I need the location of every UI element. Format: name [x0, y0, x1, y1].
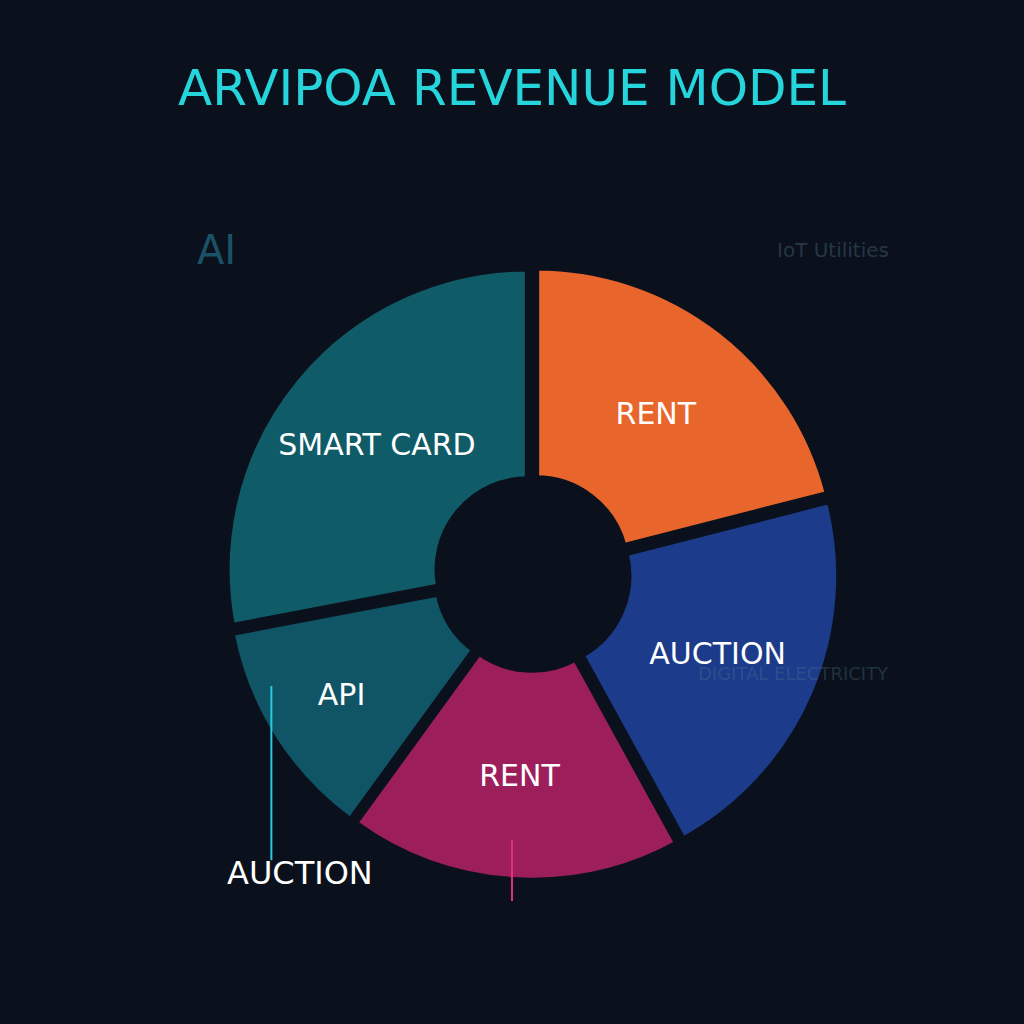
svg-text:RENT: RENT — [479, 758, 560, 793]
svg-text:RENT: RENT — [616, 396, 697, 431]
svg-text:ARVIPOA REVENUE MODEL: ARVIPOA REVENUE MODEL — [178, 59, 846, 117]
svg-text:DIGITAL ELECTRICITY: DIGITAL ELECTRICITY — [698, 663, 889, 684]
svg-text:IoT Utilities: IoT Utilities — [777, 238, 889, 262]
svg-text:API: API — [318, 677, 365, 712]
svg-text:AUCTION: AUCTION — [227, 854, 373, 892]
svg-text:SMART CARD: SMART CARD — [278, 427, 475, 462]
svg-text:AI: AI — [197, 227, 236, 273]
svg-text:AUCTION: AUCTION — [649, 636, 786, 671]
